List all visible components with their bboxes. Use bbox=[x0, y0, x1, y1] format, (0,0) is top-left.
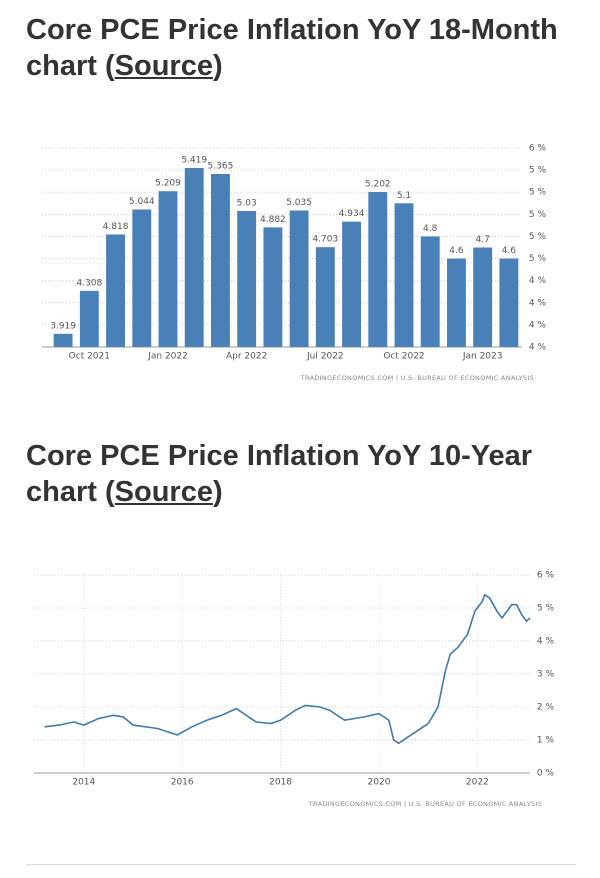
y-tick-label: 1 % bbox=[537, 736, 555, 746]
bar bbox=[237, 211, 257, 347]
y-tick-label: 2 % bbox=[537, 703, 555, 713]
y-tick-label: 5 % bbox=[529, 166, 547, 176]
y-tick-label: 5 % bbox=[529, 232, 547, 242]
x-tick-label: 2020 bbox=[368, 778, 391, 788]
y-tick-label: 4 % bbox=[529, 320, 547, 330]
heading-text: Core PCE Price Inflation YoY 10-Year cha… bbox=[26, 440, 533, 508]
x-tick-label: 2022 bbox=[466, 778, 489, 788]
divider bbox=[26, 864, 576, 865]
y-tick-label: 5 % bbox=[529, 210, 547, 220]
source-note: TRADINGECONOMICS.COM | U.S. BUREAU OF EC… bbox=[300, 374, 534, 382]
x-tick-label: Apr 2022 bbox=[226, 352, 267, 362]
value-label: 5.044 bbox=[129, 197, 155, 207]
bar bbox=[211, 173, 230, 347]
y-tick-label: 3 % bbox=[537, 670, 555, 680]
value-label: 4.934 bbox=[339, 209, 365, 219]
value-label: 5.1 bbox=[397, 191, 411, 201]
x-tick-label: 2018 bbox=[269, 778, 292, 788]
x-tick-label: Jul 2022 bbox=[306, 352, 344, 362]
heading-text: Core PCE Price Inflation YoY 18-Month ch… bbox=[26, 14, 558, 82]
bar bbox=[53, 333, 73, 347]
y-tick-label: 0 % bbox=[537, 769, 555, 779]
y-tick-label: 5 % bbox=[537, 604, 555, 614]
bar bbox=[473, 247, 493, 347]
bar bbox=[158, 191, 178, 347]
heading-text: ) bbox=[212, 476, 223, 508]
bar bbox=[499, 258, 519, 347]
value-label: 5.209 bbox=[155, 179, 181, 189]
heading: Core PCE Price Inflation YoY 18-Month ch… bbox=[26, 12, 586, 84]
x-tick-label: 2016 bbox=[171, 778, 194, 788]
bar bbox=[447, 258, 466, 347]
value-label: 4.308 bbox=[76, 278, 102, 288]
value-label: 5.035 bbox=[286, 198, 312, 208]
bar bbox=[184, 168, 204, 347]
bar bbox=[394, 203, 414, 347]
y-tick-label: 4 % bbox=[529, 343, 547, 353]
bar bbox=[368, 192, 388, 347]
value-label: 4.882 bbox=[260, 215, 286, 225]
bar bbox=[263, 227, 283, 347]
heading: Core PCE Price Inflation YoY 10-Year cha… bbox=[26, 438, 586, 510]
bar bbox=[315, 247, 335, 347]
bar bbox=[132, 209, 152, 347]
y-tick-label: 6 % bbox=[537, 571, 555, 581]
x-tick-label: Jan 2022 bbox=[147, 352, 188, 362]
value-label: 5.202 bbox=[365, 180, 391, 190]
value-label: 5.365 bbox=[208, 161, 234, 171]
bar bbox=[79, 290, 99, 347]
y-tick-label: 5 % bbox=[529, 188, 547, 198]
heading-text: ) bbox=[212, 50, 223, 82]
y-tick-label: 4 % bbox=[529, 298, 547, 308]
source-link[interactable]: Source bbox=[114, 50, 213, 82]
value-label: 4.6 bbox=[502, 246, 517, 256]
value-label: 4.6 bbox=[449, 246, 464, 256]
bar bbox=[106, 234, 125, 347]
y-tick-label: 4 % bbox=[529, 276, 547, 286]
bar bbox=[289, 210, 309, 347]
value-label: 4.7 bbox=[476, 235, 490, 245]
x-tick-label: 2014 bbox=[72, 778, 95, 788]
line bbox=[44, 593, 531, 745]
y-tick-label: 6 % bbox=[529, 144, 547, 154]
value-label: 3.919 bbox=[50, 321, 76, 331]
source-link[interactable]: Source bbox=[114, 476, 213, 508]
value-label: 5.03 bbox=[237, 199, 257, 209]
value-label: 4.818 bbox=[103, 222, 129, 232]
x-tick-label: Oct 2021 bbox=[69, 352, 110, 362]
value-label: 4.703 bbox=[312, 235, 338, 245]
bar bbox=[342, 221, 361, 347]
value-label: 4.8 bbox=[423, 224, 438, 234]
source-note: TRADINGECONOMICS.COM | U.S. BUREAU OF EC… bbox=[308, 800, 542, 808]
bar bbox=[420, 236, 440, 347]
x-tick-label: Jan 2023 bbox=[462, 352, 503, 362]
y-tick-label: 4 % bbox=[537, 637, 555, 647]
y-tick-label: 5 % bbox=[529, 254, 547, 264]
value-label: 5.419 bbox=[181, 156, 207, 166]
x-tick-label: Oct 2022 bbox=[383, 352, 424, 362]
